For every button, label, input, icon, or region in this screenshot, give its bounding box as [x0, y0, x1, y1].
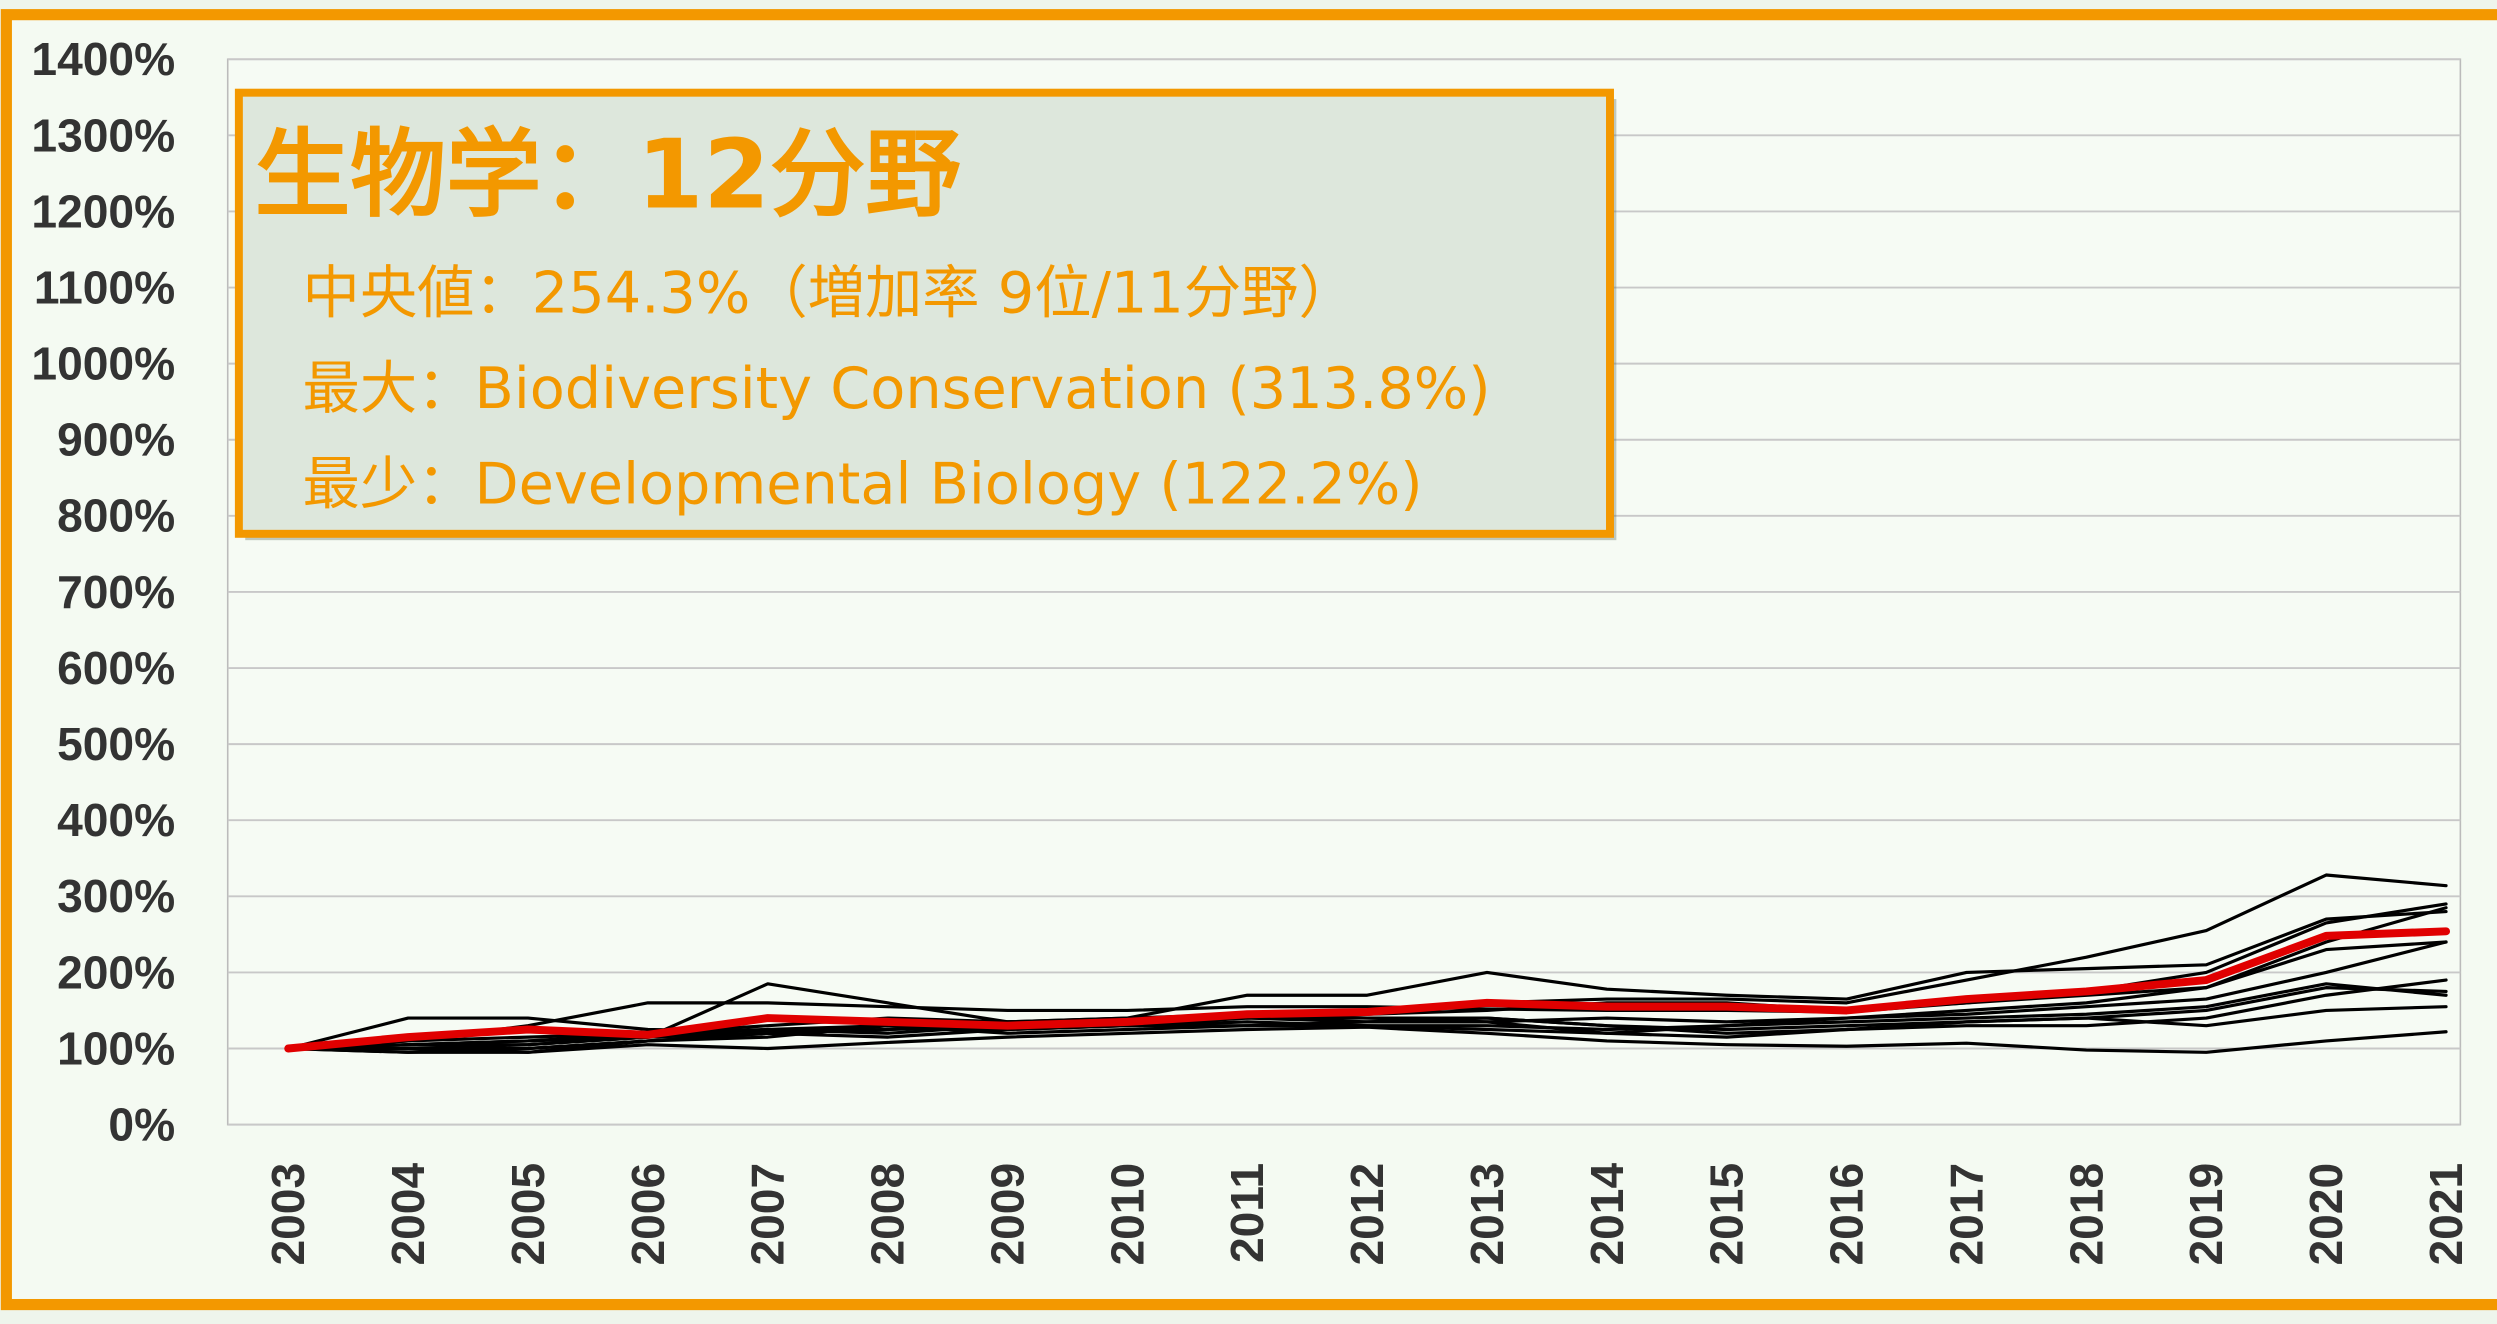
y-tick-label: 500%: [57, 718, 175, 770]
y-tick-label: 200%: [57, 946, 175, 998]
x-tick-label: 2003: [262, 1163, 314, 1266]
y-tick-label: 1100%: [34, 261, 175, 313]
annotation-title: 生物学：12分野: [255, 118, 961, 230]
x-tick-label: 2007: [742, 1163, 794, 1266]
annotation-line: 最少：Developmental Biology (122.2%): [303, 451, 1423, 518]
y-tick-label: 0%: [108, 1099, 175, 1151]
x-tick-label: 2005: [502, 1163, 554, 1266]
y-tick-label: 1000%: [31, 338, 175, 390]
y-tick-label: 600%: [57, 642, 175, 694]
annotation-box: 生物学：12分野 中央値：254.3%（増加率 9位/11分野） 最大：Biod…: [234, 88, 1617, 541]
x-tick-label: 2020: [2300, 1163, 2352, 1266]
x-tick-label: 2013: [1461, 1163, 1513, 1266]
x-tick-label: 2014: [1581, 1163, 1633, 1266]
x-tick-label: 2011: [1221, 1163, 1273, 1263]
y-tick-label: 300%: [57, 870, 175, 922]
y-tick-label: 1400%: [31, 33, 175, 85]
y-tick-label: 1300%: [31, 109, 175, 161]
x-tick-label: 2017: [1940, 1163, 1992, 1266]
y-tick-label: 400%: [57, 794, 175, 846]
y-tick-label: 1200%: [31, 185, 175, 237]
x-tick-label: 2010: [1101, 1163, 1153, 1266]
box: [234, 88, 1614, 538]
series-line: [284, 927, 2451, 1053]
x-tick-label: 2016: [1821, 1163, 1873, 1266]
y-tick-label: 800%: [57, 490, 175, 542]
y-tick-label: 700%: [57, 566, 175, 618]
x-tick-label: 2009: [981, 1163, 1033, 1266]
x-tick-label: 2008: [862, 1163, 914, 1266]
x-tick-label: 2015: [1701, 1163, 1753, 1266]
x-tick-label: 2006: [622, 1163, 674, 1266]
x-tick-label: 2018: [2060, 1163, 2112, 1266]
x-tick-label: 2004: [382, 1163, 434, 1266]
annotation-line: 最大：Biodiversity Conservation (313.8%): [303, 355, 1491, 422]
x-tick-label: 2012: [1341, 1163, 1393, 1266]
y-tick-label: 100%: [57, 1022, 175, 1074]
x-tick-label: 2019: [2180, 1163, 2232, 1266]
y-tick-label: 900%: [57, 414, 175, 466]
annotation-line: 中央値：254.3%（増加率 9位/11分野）: [303, 259, 1356, 326]
x-tick-label: 2021: [2420, 1163, 2472, 1266]
